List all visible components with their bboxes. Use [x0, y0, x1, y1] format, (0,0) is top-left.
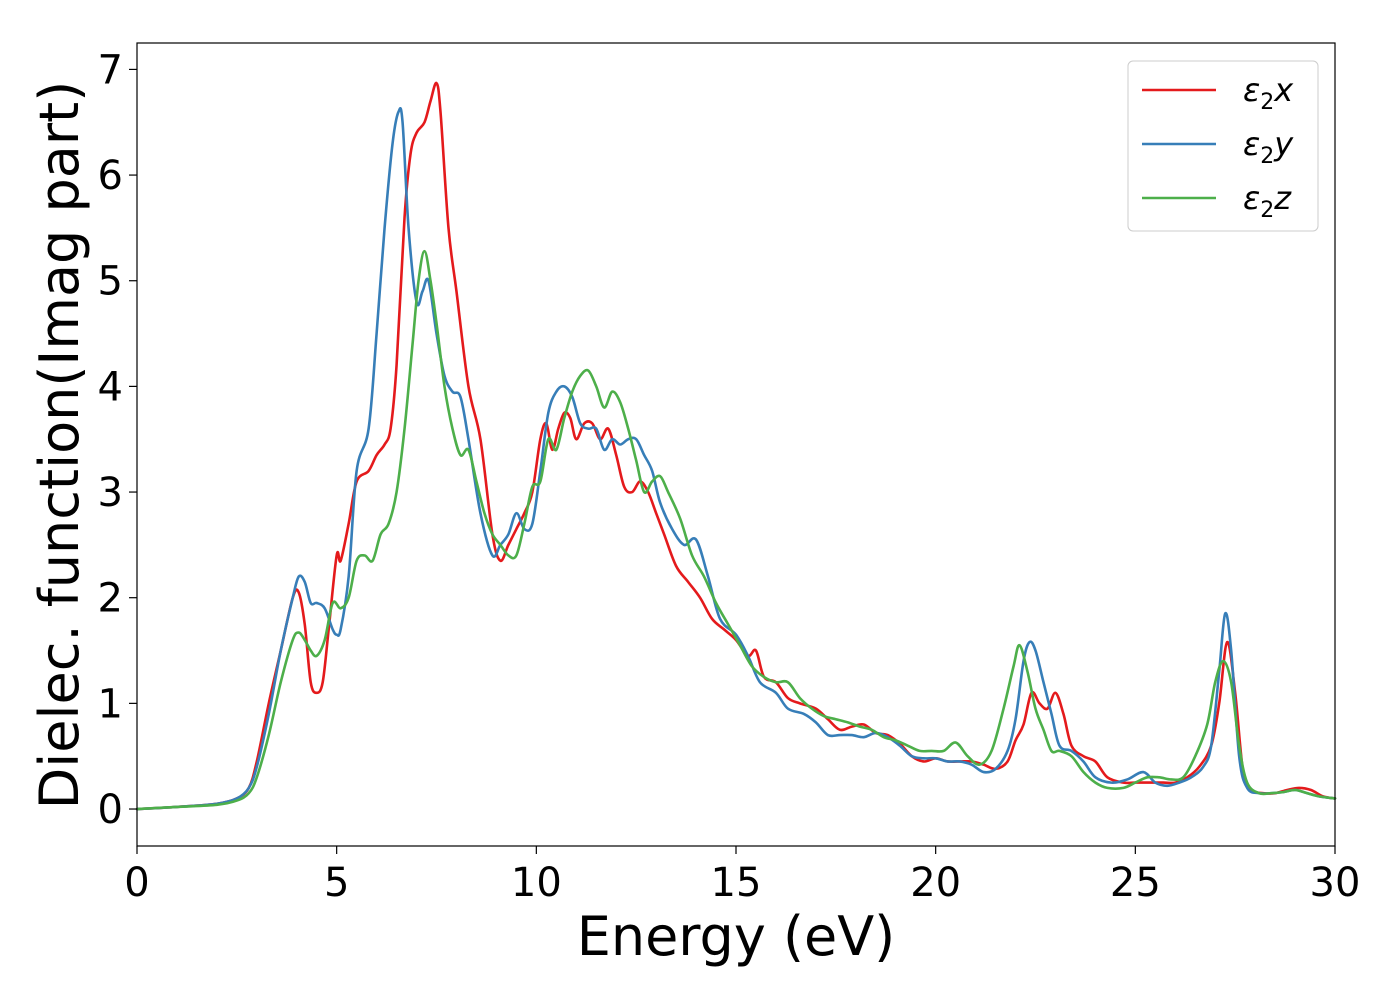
- series-layer: [135, 81, 1337, 811]
- x-tick-label: 10: [511, 860, 562, 906]
- x-axis: 0 5 10 15 20 25 30: [124, 846, 1360, 906]
- y-tick-label: 0: [98, 787, 123, 833]
- series-line-z: [135, 249, 1337, 811]
- y-tick-label: 6: [98, 153, 123, 199]
- series-line-y: [135, 107, 1337, 811]
- x-tick-label: 30: [1310, 860, 1361, 906]
- y-tick-label: 1: [98, 681, 123, 727]
- y-tick-label: 2: [98, 576, 123, 622]
- x-tick-label: 20: [910, 860, 961, 906]
- legend: ε2x ε2y ε2z: [1127, 60, 1319, 232]
- y-axis: 0 1 2 3 4 5 6 7: [98, 47, 137, 833]
- y-tick-label: 3: [98, 470, 123, 516]
- x-tick-label: 25: [1110, 860, 1161, 906]
- y-tick-label: 4: [98, 364, 123, 410]
- legend-label-y: ε2y: [1243, 125, 1294, 169]
- legend-label-z: ε2z: [1243, 179, 1292, 223]
- y-tick-label: 5: [98, 259, 123, 305]
- x-tick-label: 5: [324, 860, 349, 906]
- x-axis-label: Energy (eV): [577, 905, 896, 968]
- y-tick-label: 7: [98, 47, 123, 93]
- series-line-x: [135, 81, 1337, 811]
- legend-box: [1127, 60, 1319, 232]
- y-axis-label: Dielec. function(Imag part): [28, 81, 91, 810]
- x-tick-label: 15: [711, 860, 762, 906]
- legend-label-x: ε2x: [1243, 71, 1294, 115]
- x-tick-label: 0: [124, 860, 149, 906]
